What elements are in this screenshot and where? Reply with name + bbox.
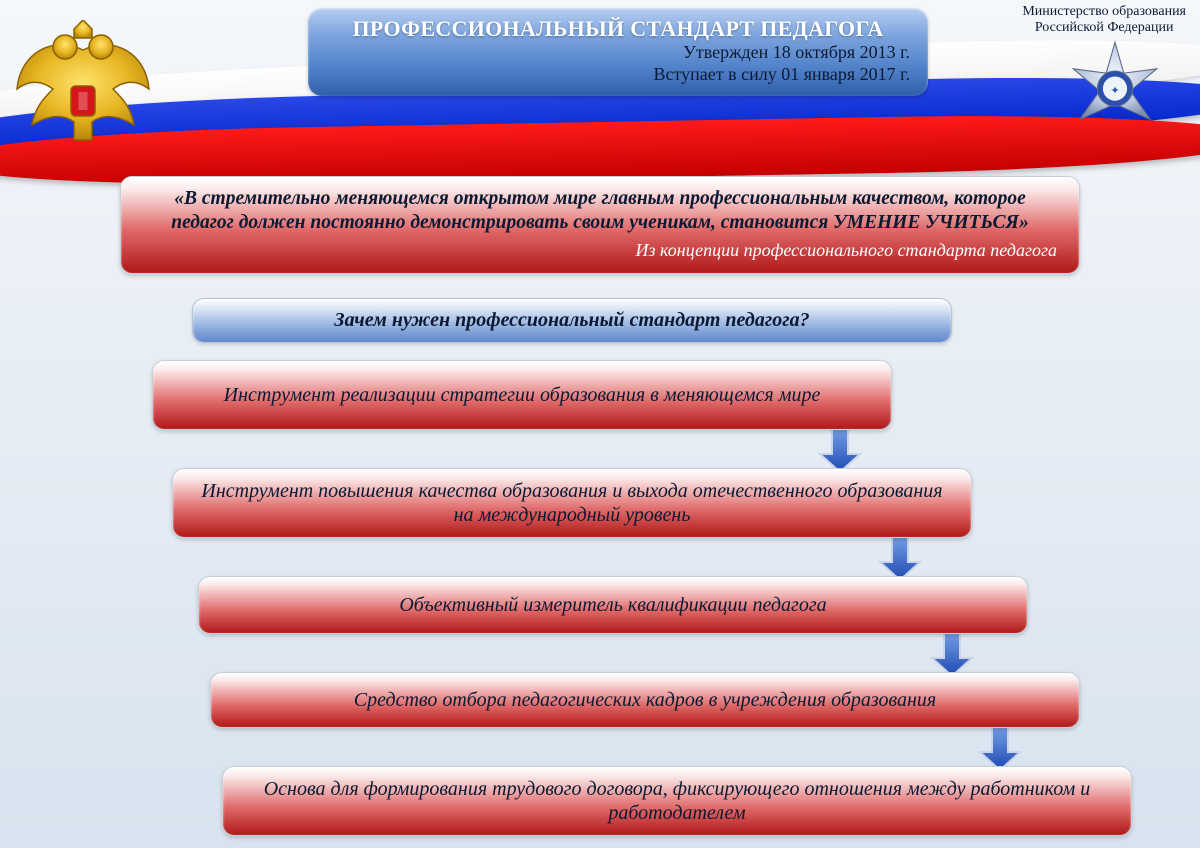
step-box-3: Объективный измеритель квалификации педа… [198,576,1028,634]
down-arrow-4-icon [978,722,1022,772]
step-box-1: Инструмент реализации стратегии образова… [152,360,892,430]
down-arrow-3-icon [930,628,974,678]
header-title: ПРОФЕССИОНАЛЬНЫЙ СТАНДАРТ ПЕДАГОГА [326,16,910,42]
down-arrow-1-icon [818,424,862,474]
question-bar: Зачем нужен профессиональный стандарт пе… [192,298,952,343]
quote-box: «В стремительно меняющемся открытом мире… [120,176,1080,274]
step-text-4: Средство отбора педагогических кадров в … [354,688,936,712]
step-box-4: Средство отбора педагогических кадров в … [210,672,1080,728]
ministry-label: Министерство образования Российской Феде… [1022,4,1186,36]
down-arrow-2-icon [878,532,922,582]
header-box: ПРОФЕССИОНАЛЬНЫЙ СТАНДАРТ ПЕДАГОГА Утвер… [308,8,928,96]
step-box-5: Основа для формирования трудового догово… [222,766,1132,836]
ministry-line1: Министерство образования [1022,4,1186,20]
step-box-2: Инструмент повышения качества образовани… [172,468,972,538]
step-text-1: Инструмент реализации стратегии образова… [224,383,821,407]
step-text-2: Инструмент повышения качества образовани… [193,479,951,528]
step-text-5: Основа для формирования трудового догово… [243,777,1111,826]
step-text-3: Объективный измеритель квалификации педа… [399,593,826,617]
header-sub1: Утвержден 18 октября 2013 г. [326,42,910,64]
state-emblem-left-icon [8,20,158,170]
quote-source: Из концепции профессионального стандарта… [143,240,1057,261]
ministry-line2: Российской Федерации [1022,20,1186,36]
svg-text:✦: ✦ [1110,85,1119,97]
ministry-emblem-right-icon: ✦ [1060,38,1170,148]
header-sub2: Вступает в силу 01 января 2017 г. [326,64,910,86]
quote-text: «В стремительно меняющемся открытом мире… [143,187,1057,236]
